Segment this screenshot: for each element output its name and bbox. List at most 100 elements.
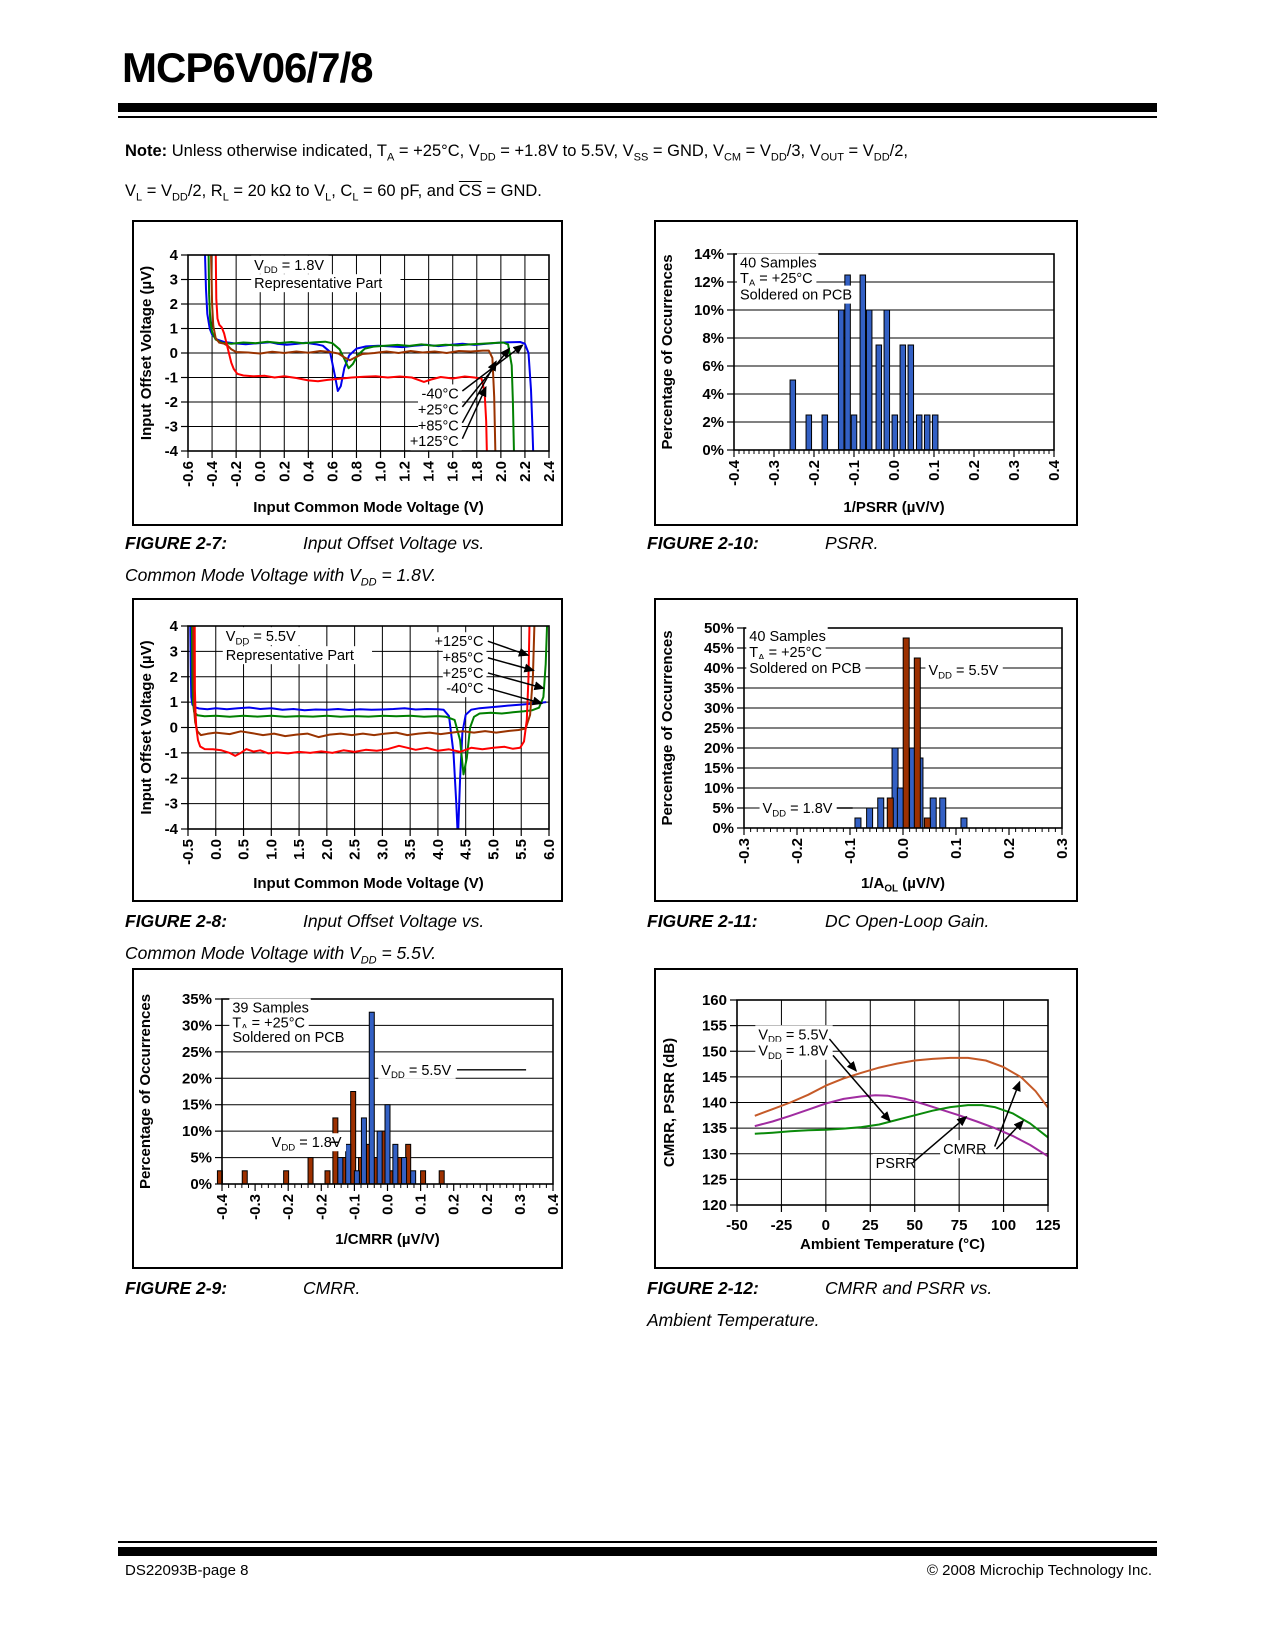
svg-text:4: 4 [170,247,179,264]
svg-text:30%: 30% [704,700,734,717]
svg-text:6%: 6% [702,358,724,375]
y-axis-title: CMRR, PSRR (dB) [661,1038,678,1167]
svg-text:-40°C: -40°C [422,386,459,402]
figure-2-12-caption-text: CMRR and PSRR vs. Ambient Temperature. [647,1278,993,1330]
svg-text:0%: 0% [190,1176,212,1193]
svg-text:0.2: 0.2 [446,1194,463,1215]
figure-2-7-caption-text: Input Offset Voltage vs. Common Mode Volt… [125,533,485,589]
figure-2-10-box: 0% 2% 4% 6% 8% 10% 12% 14% -0.4 -0.3 -0.2 -0.1 0.0 0.… [654,220,1078,526]
axis-tick-labels: 0% 5% 10% 15% 20% 25% 30% 35% 40% 45% 50% -0.3 -0.2 -… [704,620,1071,864]
svg-text:-0.4: -0.4 [214,1193,231,1220]
axis-tick-labels: 120 125 130 135 140 145 150 155 160 -50 -25 0 25 50 75… [702,992,1061,1234]
svg-text:2.5: 2.5 [347,839,364,860]
x-axis-title: 1/CMRR (µV/V) [335,1231,439,1248]
svg-text:160: 160 [702,992,727,1009]
svg-text:0.3: 0.3 [512,1194,529,1215]
svg-text:15%: 15% [182,1097,212,1114]
line-series-2 [754,1104,1048,1139]
header-rule-thin [118,116,1157,118]
svg-text:VDD = 1.8V: VDD = 1.8V [763,801,833,819]
svg-text:0.2: 0.2 [276,461,293,482]
svg-text:35%: 35% [182,991,212,1008]
svg-text:-0.1: -0.1 [842,838,859,864]
svg-text:1.0: 1.0 [373,461,390,482]
svg-text:0.1: 0.1 [413,1194,430,1215]
svg-text:0%: 0% [712,820,734,837]
axis-tick-labels: -4 -3 -2 -1 0 1 2 3 4 -0.6 -0.4 -0.2 0.0 0.2 0.4 0.6 0.8… [165,247,558,487]
annotation-arrow [487,656,535,673]
annotation-arrow [828,1038,858,1072]
x-axis-title: Ambient Temperature (°C) [800,1236,985,1253]
svg-text:1: 1 [170,321,178,338]
axis-ticks [727,253,1055,457]
svg-text:VDD = 5.5V: VDD = 5.5V [758,1027,828,1045]
annotation-arrow [832,1054,891,1123]
svg-text:0.0: 0.0 [886,460,903,481]
svg-text:120: 120 [702,1197,727,1214]
figure-2-7-chart: -4 -3 -2 -1 0 1 2 3 4 -0.6 -0.4 -0.2 0.0 0.2 0.4 0.6 0.8… [138,247,558,516]
svg-text:-0.4: -0.4 [726,459,743,486]
axis-tick-labels: -4 -3 -2 -1 0 1 2 3 4 -0.5 0.0 0.5 1.0 1.5 2.0 2.5 3.0 3.… [165,618,558,865]
figure-2-9-chart: 0% 5% 10% 15% 20% 25% 30% 35% -0.4 -0.3 -0.2 -0.2 -0… [137,991,561,1248]
x-axis-title: Input Common Mode Voltage (V) [253,875,484,892]
figure-2-11-caption: FIGURE 2-11: DC Open-Loop Gain. [647,905,1107,937]
svg-text:-0.1: -0.1 [846,460,863,486]
svg-text:75: 75 [951,1217,968,1234]
annotation-arrow [461,360,497,424]
svg-text:0.4: 0.4 [545,1193,561,1215]
svg-text:0.6: 0.6 [324,461,341,482]
line-series-1 [207,255,515,451]
svg-text:1.8: 1.8 [469,461,486,482]
svg-text:VDD = 1.8V: VDD = 1.8V [758,1044,828,1062]
svg-text:5%: 5% [190,1150,212,1167]
svg-text:-1: -1 [165,745,178,762]
figure-2-8-caption-text: Input Offset Voltage vs. Common Mode Volt… [125,911,485,967]
svg-text:12%: 12% [694,274,724,291]
svg-text:+85°C: +85°C [418,418,459,434]
svg-text:0.4: 0.4 [300,460,317,482]
figure-2-12-caption: FIGURE 2-12: CMRR and PSRR vs. Ambient Tem… [647,1272,1107,1336]
svg-text:100: 100 [991,1217,1016,1234]
svg-text:20%: 20% [182,1070,212,1087]
svg-text:0.0: 0.0 [380,1194,397,1215]
svg-text:-4: -4 [165,821,179,838]
svg-text:-0.2: -0.2 [806,460,823,486]
axis-ticks [181,254,550,458]
svg-text:3.0: 3.0 [374,839,391,860]
svg-text:39 Samples: 39 Samples [232,1000,309,1016]
annotation-arrow [487,672,545,691]
svg-text:0.3: 0.3 [1054,838,1071,859]
svg-text:15%: 15% [704,760,734,777]
svg-text:50%: 50% [704,620,734,637]
svg-text:2.4: 2.4 [541,460,558,482]
figure-2-10-caption-label: FIGURE 2-10: [647,533,759,553]
svg-text:Soldered on PCB: Soldered on PCB [749,661,861,677]
svg-text:0.5: 0.5 [236,839,253,860]
svg-text:TA = +25°C: TA = +25°C [749,645,822,663]
svg-text:0: 0 [170,720,178,737]
figure-2-12-chart: 120 125 130 135 140 145 150 155 160 -50 -25 0 25 50 75… [661,992,1061,1253]
note-line-2: VL = VDD/2, RL = 20 kΩ to VL, CL = 60 pF… [125,174,1045,214]
svg-text:4.0: 4.0 [430,839,447,860]
svg-text:14%: 14% [694,246,724,263]
svg-text:30%: 30% [182,1017,212,1034]
x-axis-title: 1/PSRR (µV/V) [843,499,944,516]
axis-tick-labels: 0% 5% 10% 15% 20% 25% 30% 35% -0.4 -0.3 -0.2 -0.2 -0… [182,991,561,1220]
figure-2-9-caption: FIGURE 2-9: CMRR. [125,1272,585,1304]
svg-text:Representative Part: Representative Part [254,276,382,292]
svg-text:10%: 10% [694,302,724,319]
axis-ticks [730,999,1049,1212]
svg-text:2.0: 2.0 [319,839,336,860]
footer-rule-thick [118,1547,1157,1556]
note-text-1: Unless otherwise indicated, TA = +25°C, … [171,142,909,164]
svg-text:155: 155 [702,1018,727,1035]
svg-text:150: 150 [702,1043,727,1060]
svg-text:-3: -3 [165,419,178,436]
svg-text:-0.1: -0.1 [346,1194,363,1220]
svg-text:25: 25 [862,1217,879,1234]
svg-text:25%: 25% [704,720,734,737]
svg-text:3.5: 3.5 [402,839,419,860]
y-axis-title: Input Offset Voltage (µV) [138,640,155,814]
